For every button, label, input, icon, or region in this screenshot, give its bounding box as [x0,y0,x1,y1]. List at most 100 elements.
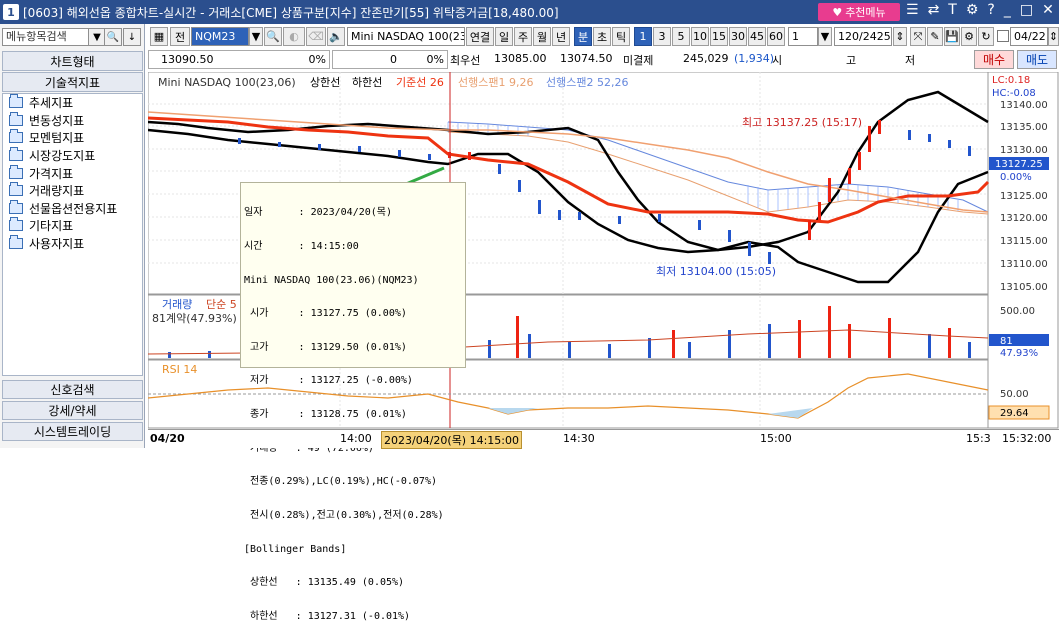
dropdown-arrow-icon[interactable]: ▼ [249,27,263,46]
sound-icon[interactable]: 🔈 [327,27,345,46]
close-icon[interactable]: ✕ [1042,2,1054,18]
right-axis-frame [987,71,1059,429]
chart-grid-icon[interactable]: ▦ [150,27,168,46]
time-axis-clock: 15:32:00 [1002,432,1052,445]
tab-technical-indicators[interactable]: 기술적지표 [2,72,143,92]
date-checkbox[interactable] [997,30,1009,42]
tree-item-market-strength[interactable]: 시장강도지표 [3,147,142,165]
volume-legend: 거래량 [162,298,192,311]
candles [238,120,971,264]
down-arrow-icon[interactable]: ↓ [123,28,141,46]
dropdown-arrow-icon[interactable]: ▼ [818,27,832,46]
time-axis-date: 04/20 [150,432,185,445]
svg-text:13115.00: 13115.00 [1000,236,1048,247]
date-input[interactable]: 04/22 [1010,27,1048,46]
legend-upper: 상한선 [310,76,340,89]
settings-icon[interactable]: ⚙ [961,27,977,46]
folder-icon [9,217,23,232]
low-price-label: 최저 13104.00 (15:05) [656,265,776,278]
window-controls: ☰ ⇄ T ⚙ ? _ □ ✕ [906,2,1054,18]
tree-item-momentum[interactable]: 모멘텀지표 [3,129,142,147]
svg-text:13135.00: 13135.00 [1000,122,1048,133]
svg-text:13120.00: 13120.00 [1000,213,1048,224]
period-button-minute[interactable]: 분 [574,27,592,46]
lc-label: LC:0.18 [992,75,1030,86]
drawing-icon[interactable]: ✎ [927,27,943,46]
unit-input[interactable]: 1 [788,27,818,46]
heart-icon: ♥ [832,5,843,19]
legend-lower: 하한선 [352,75,382,89]
period-button-month[interactable]: 월 [533,27,551,46]
tree-item-user[interactable]: 사용자지표 [3,235,142,253]
sell-button[interactable]: 매도 [1017,50,1057,69]
interval-button-10[interactable]: 10 [691,27,709,46]
tab-signal-search[interactable]: 신호검색 [2,380,143,399]
maximize-icon[interactable]: □ [1019,2,1034,18]
qty-field: 0 0% [332,50,448,69]
tab-chart-type[interactable]: 차트형태 [2,51,143,71]
count-input[interactable]: 120/2425 [834,27,892,46]
tree-item-other[interactable]: 기타지표 [3,217,142,235]
time-axis-label-1400: 14:00 [340,432,372,445]
folder-icon [9,94,23,109]
period-button-second[interactable]: 초 [593,27,611,46]
help-icon[interactable]: ? [987,2,995,18]
time-axis-label-1500: 15:00 [760,432,792,445]
best-bid-value: 13085.00 [494,52,547,65]
spin-icon[interactable]: ⇕ [893,27,907,46]
save-icon[interactable]: 💾 [944,27,960,46]
menu-search-input[interactable]: 메뉴항목검색 [2,28,98,46]
crosshair-tooltip: 일자 : 2023/04/20(목) 시간 : 14:15:00 Mini NA… [240,182,466,622]
tree-item-futures-options[interactable]: 선물옵션전용지표 [3,199,142,218]
tree-item-trend[interactable]: 추세지표 [3,94,142,112]
interval-button-3[interactable]: 3 [653,27,671,46]
spin-icon[interactable]: ⇕ [1048,27,1059,46]
link-icon[interactable]: ⇄ [927,2,940,18]
tab-system-trading[interactable]: 시스템트레이딩 [2,422,143,441]
open-interest-change: (1,934) [734,52,775,65]
rsi-current-label: 29.64 [1000,408,1029,419]
time-axis-cursor: 2023/04/20(목) 14:15:00 [381,431,523,449]
minimize-icon[interactable]: _ [1003,2,1011,18]
tree-item-volume[interactable]: 거래량지표 [3,182,142,200]
product-name-field: Mini NASDAQ 100(23.0 [347,27,465,46]
tab-strength-weakness[interactable]: 강세/약세 [2,401,143,420]
eraser-icon[interactable]: ⌫ [306,27,326,46]
search-icon[interactable]: 🔍 [104,28,122,46]
period-button-week[interactable]: 주 [514,27,532,46]
interval-button-15[interactable]: 15 [710,27,728,46]
hc-label: HC:-0.08 [992,88,1036,99]
period-button-continuous[interactable]: 연결 [466,27,494,46]
code-type-button[interactable]: 전 [170,27,190,46]
left-panel: 메뉴항목검색 ▼ 🔍 ↓ 차트형태 기술적지표 추세지표 변동성지표 모멘텀지표… [0,24,145,448]
compare-icon[interactable]: ◐ [283,27,305,46]
interval-button-45[interactable]: 45 [748,27,766,46]
price-field: 13090.50 0% [148,50,330,69]
interval-button-60[interactable]: 60 [767,27,785,46]
green-trend-line [405,166,445,186]
interval-button-30[interactable]: 30 [729,27,747,46]
settings-icon[interactable]: ⚙ [965,2,979,18]
zoom-icon[interactable]: ⤧ [910,27,926,46]
period-button-tick[interactable]: 틱 [612,27,630,46]
indicator-tree: 추세지표 변동성지표 모멘텀지표 시장강도지표 가격지표 거래량지표 선물옵션전… [2,93,143,376]
text-size-icon[interactable]: T [948,2,957,18]
rsi-line [147,373,989,419]
rsi-oversold-fill [468,408,538,414]
folder-icon [9,182,23,197]
tree-item-volatility[interactable]: 변동성지표 [3,111,142,130]
interval-button-5[interactable]: 5 [672,27,690,46]
buy-button[interactable]: 매수 [974,50,1014,69]
span1-line [447,131,989,215]
period-button-year[interactable]: 년 [552,27,570,46]
code-input[interactable]: NQM23 [191,27,249,46]
svg-text:13125.00: 13125.00 [1000,191,1048,202]
interval-button-1[interactable]: 1 [634,27,652,46]
refresh-icon[interactable]: ↻ [978,27,994,46]
favorite-menu-button[interactable]: ♥ 추천메뉴 [818,3,900,21]
menu-icon[interactable]: ☰ [906,2,919,18]
search-icon[interactable]: 🔍 [264,27,282,46]
tree-item-price[interactable]: 가격지표 [3,164,142,182]
svg-text:13130.00: 13130.00 [1000,145,1048,156]
period-button-day[interactable]: 일 [495,27,513,46]
